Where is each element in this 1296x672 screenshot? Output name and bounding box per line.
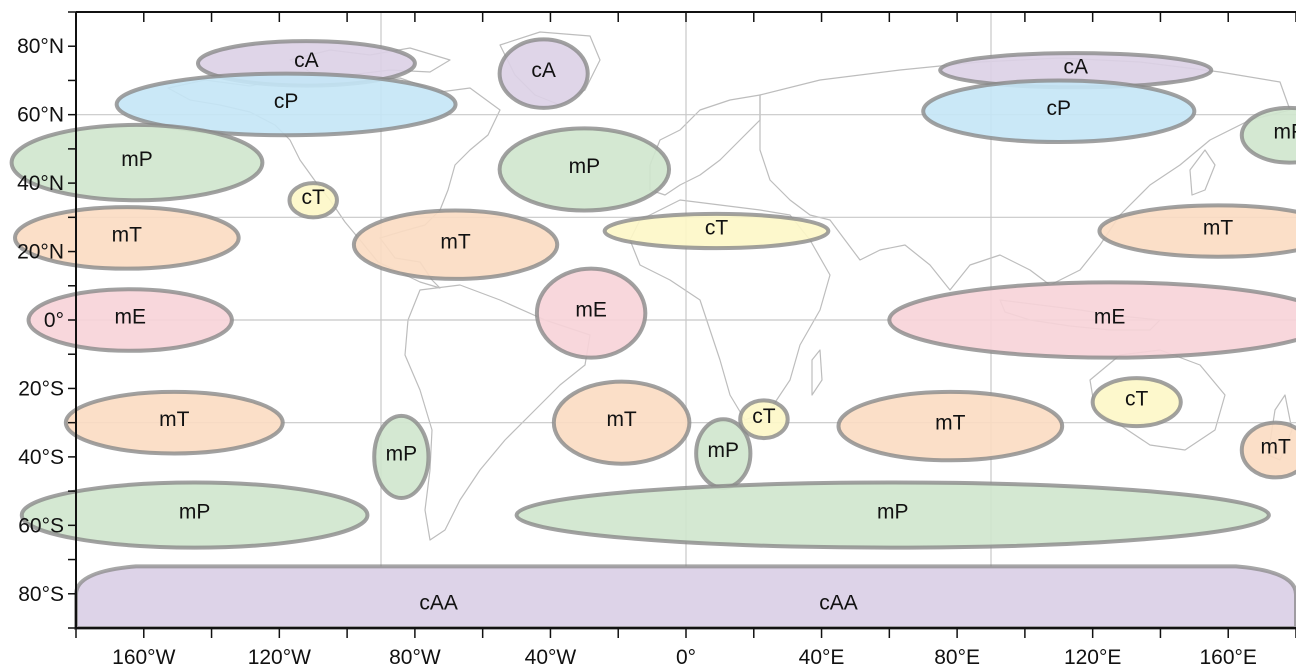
air-mass-ct [287,181,339,220]
lon-tick-label: 160°E [1199,646,1256,669]
coast-africa [629,199,831,421]
air-mass-me [887,280,1296,360]
air-mass-mp [514,480,1271,550]
air-mass-mt [63,389,285,456]
air-mass-cp [921,78,1197,145]
air-mass-mp [372,413,431,500]
air-mass-label: mE [114,306,146,329]
coast-madagascar [811,349,823,396]
air-mass-ct [738,398,790,441]
air-mass-label: cA [531,59,556,82]
lat-tick-label: 60°S [18,514,64,537]
air-mass-label: mP [179,501,211,524]
air-mass-label: mT [112,223,142,246]
lon-tick-label: 120°E [1064,646,1121,669]
air-mass-label: cAA [419,592,458,615]
air-mass-mt [13,205,241,271]
air-mass-label: mT [606,408,636,431]
air-mass-mt [1097,203,1296,259]
air-mass-label: cT [705,217,729,240]
lon-tick-label: 40°W [525,646,577,669]
air-mass-label: cAA [819,592,858,615]
air-mass-label: cA [1063,56,1088,79]
air-mass-label: mT [159,408,189,431]
air-mass-cp [114,71,458,138]
air-mass-label: mE [575,299,607,322]
lat-tick-label: 20°S [18,377,64,400]
air-mass-label: mT [1203,217,1233,240]
air-mass-label: mT [440,230,470,253]
lon-tick-label: 160°W [112,646,175,669]
air-mass-label: mP [121,148,153,171]
air-mass-ct [602,211,831,251]
lon-tick-label: 40°E [799,646,845,669]
air-mass-label: cP [1047,97,1072,120]
lat-tick-label: 80°S [18,583,64,606]
air-mass-label: mT [1261,436,1291,459]
lat-tick-label: 20°N [17,241,64,264]
lat-tick-label: 60°N [17,104,64,127]
lat-tick-label: 0° [44,309,64,332]
air-mass-antarctic [74,564,1296,630]
air-mass-label: cT [1125,388,1149,411]
lon-tick-label: 80°W [389,646,441,669]
lon-tick-label: 80°E [934,646,980,669]
coast-japan [1189,149,1216,196]
coast-europe [649,94,761,196]
air-mass-mt [1239,420,1296,480]
air-mass-mp [497,126,672,213]
lat-tick-label: 80°N [17,35,64,58]
air-mass-me [534,266,648,360]
air-mass-label: cT [302,186,326,209]
air-mass-mt [351,208,560,281]
air-mass-label: cP [274,90,299,113]
map-frame: 80°N 60°N 40°N 20°N 0° 20°S 40°S 60°S 80°S 160°W 1… [17,11,1296,669]
air-mass-label: mP [708,439,740,462]
air-mass-mt [551,379,692,466]
air-mass-label: mE [1094,306,1126,329]
air-mass-label: cT [752,405,776,428]
lat-tick-label: 40°N [17,172,64,195]
air-mass-label: mP [877,501,909,524]
air-mass-mp [19,480,370,550]
air-mass-label: mP [386,442,418,465]
air-mass-me [26,287,234,353]
air-mass-mp [9,122,265,203]
air-mass-mp [1239,105,1296,165]
air-mass-mt [836,389,1065,463]
air-mass-label: cA [294,49,319,72]
air-mass-label: mP [569,155,601,178]
air-mass-ct [1090,376,1183,429]
air-mass-label: mP [1273,121,1296,144]
lon-tick-label: 0° [676,646,696,669]
lon-tick-label: 120°W [248,646,311,669]
air-masses: cAA cAA cA cA cP mP mP cT mT mT cT mE mE mE cA cP mP mT cT… [9,37,1296,630]
air-mass-ca [497,37,590,110]
lat-tick-label: 40°S [18,446,64,469]
air-mass-label: mT [935,412,965,435]
